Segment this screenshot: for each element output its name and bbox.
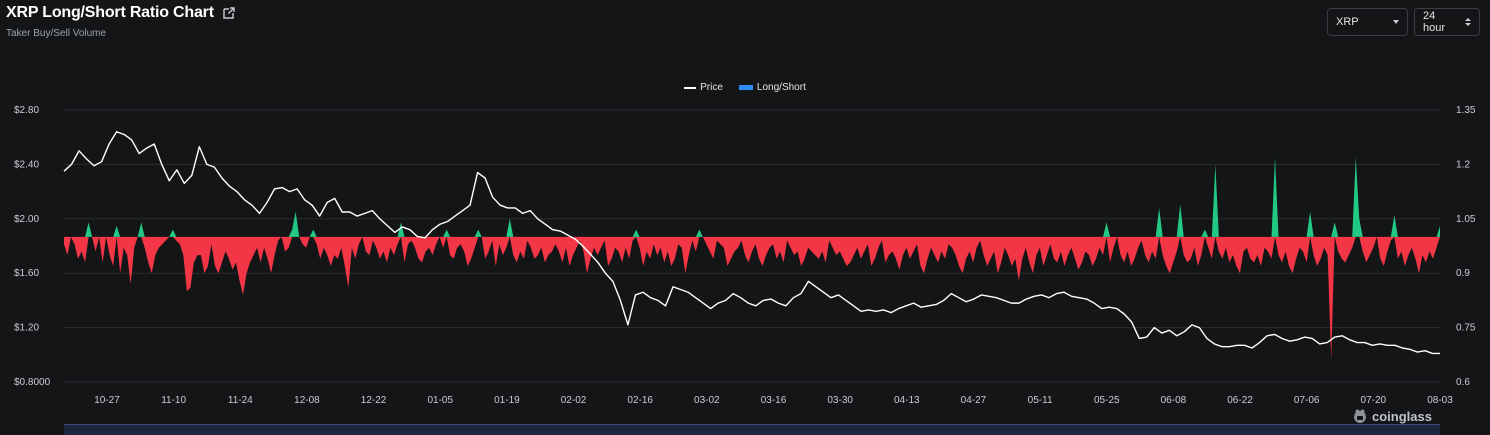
x-tick-label: 06-22 <box>1227 395 1253 406</box>
axis-layer: $2.80 1.35 $2.40 1.2 $2.00 1.05 $1.60 0.9 $1.20 0… <box>14 105 1476 406</box>
coinglass-watermark: coinglass <box>1352 408 1432 424</box>
coin-select[interactable]: XRP <box>1327 8 1408 36</box>
x-tick-label: 05-25 <box>1094 395 1120 406</box>
chart-legend: Price Long/Short <box>0 82 1490 93</box>
y-right-tick-label: 0.9 <box>1456 268 1470 279</box>
x-tick-label: 08-03 <box>1427 395 1453 406</box>
legend-ratio-swatch <box>738 85 753 90</box>
y-left-tick-label: $2.40 <box>14 159 39 170</box>
chevron-down-icon <box>1393 20 1399 24</box>
x-tick-label: 07-20 <box>1361 395 1387 406</box>
y-left-tick-label: $1.60 <box>14 268 39 279</box>
y-left-tick-label: $2.80 <box>14 105 39 116</box>
legend-item-ratio[interactable]: Long/Short <box>738 82 806 93</box>
legend-price-swatch <box>684 86 697 89</box>
x-tick-label: 02-02 <box>561 395 587 406</box>
chart-controls: XRP 24 hour <box>1327 8 1480 36</box>
chart-header: XRP Long/Short Ratio Chart Taker Buy/Sel… <box>6 4 236 39</box>
x-tick-label: 01-19 <box>494 395 520 406</box>
watermark-text: coinglass <box>1372 408 1432 424</box>
ratio-area-layer <box>64 157 1440 361</box>
legend-item-price[interactable]: Price <box>684 82 723 93</box>
x-tick-label: 10-27 <box>94 395 120 406</box>
x-tick-label: 05-11 <box>1028 395 1053 406</box>
x-tick-label: 11-10 <box>161 395 186 406</box>
external-link-icon[interactable] <box>222 6 236 20</box>
grid-layer <box>64 109 1440 383</box>
y-right-tick-label: 0.75 <box>1456 323 1476 334</box>
price-line-layer <box>63 131 1440 355</box>
time-range-navigator[interactable] <box>64 424 1440 435</box>
x-tick-label: 12-08 <box>294 395 320 406</box>
y-right-tick-label: 0.6 <box>1456 377 1470 388</box>
x-tick-label: 03-30 <box>827 395 853 406</box>
y-left-tick-label: $1.20 <box>14 323 39 334</box>
price-line <box>63 131 1440 355</box>
coin-select-value: XRP <box>1336 16 1359 28</box>
y-right-tick-label: 1.35 <box>1456 105 1476 116</box>
up-down-icon <box>1465 18 1471 26</box>
x-tick-label: 03-02 <box>694 395 720 406</box>
x-tick-label: 04-13 <box>894 395 920 406</box>
y-left-tick-label: $0.8000 <box>14 377 51 388</box>
x-tick-label: 03-16 <box>761 395 787 406</box>
period-select-value: 24 hour <box>1423 10 1446 34</box>
legend-ratio-label: Long/Short <box>756 82 806 93</box>
y-left-tick-label: $2.00 <box>14 214 39 225</box>
legend-price-label: Price <box>700 82 723 93</box>
chart-title: XRP Long/Short Ratio Chart <box>6 4 214 21</box>
coinglass-logo-icon <box>1354 409 1366 423</box>
x-tick-label: 07-06 <box>1294 395 1320 406</box>
x-tick-label: 04-27 <box>961 395 987 406</box>
x-tick-label: 11-24 <box>228 395 253 406</box>
y-right-tick-label: 1.05 <box>1456 214 1476 225</box>
x-tick-label: 02-16 <box>627 395 653 406</box>
x-tick-label: 06-08 <box>1161 395 1187 406</box>
x-tick-label: 01-05 <box>427 395 453 406</box>
ratio-area-below <box>64 236 1440 361</box>
period-select[interactable]: 24 hour <box>1414 8 1480 36</box>
x-tick-label: 12-22 <box>361 395 387 406</box>
y-right-tick-label: 1.2 <box>1456 159 1470 170</box>
chart-subtitle: Taker Buy/Sell Volume <box>6 28 107 39</box>
